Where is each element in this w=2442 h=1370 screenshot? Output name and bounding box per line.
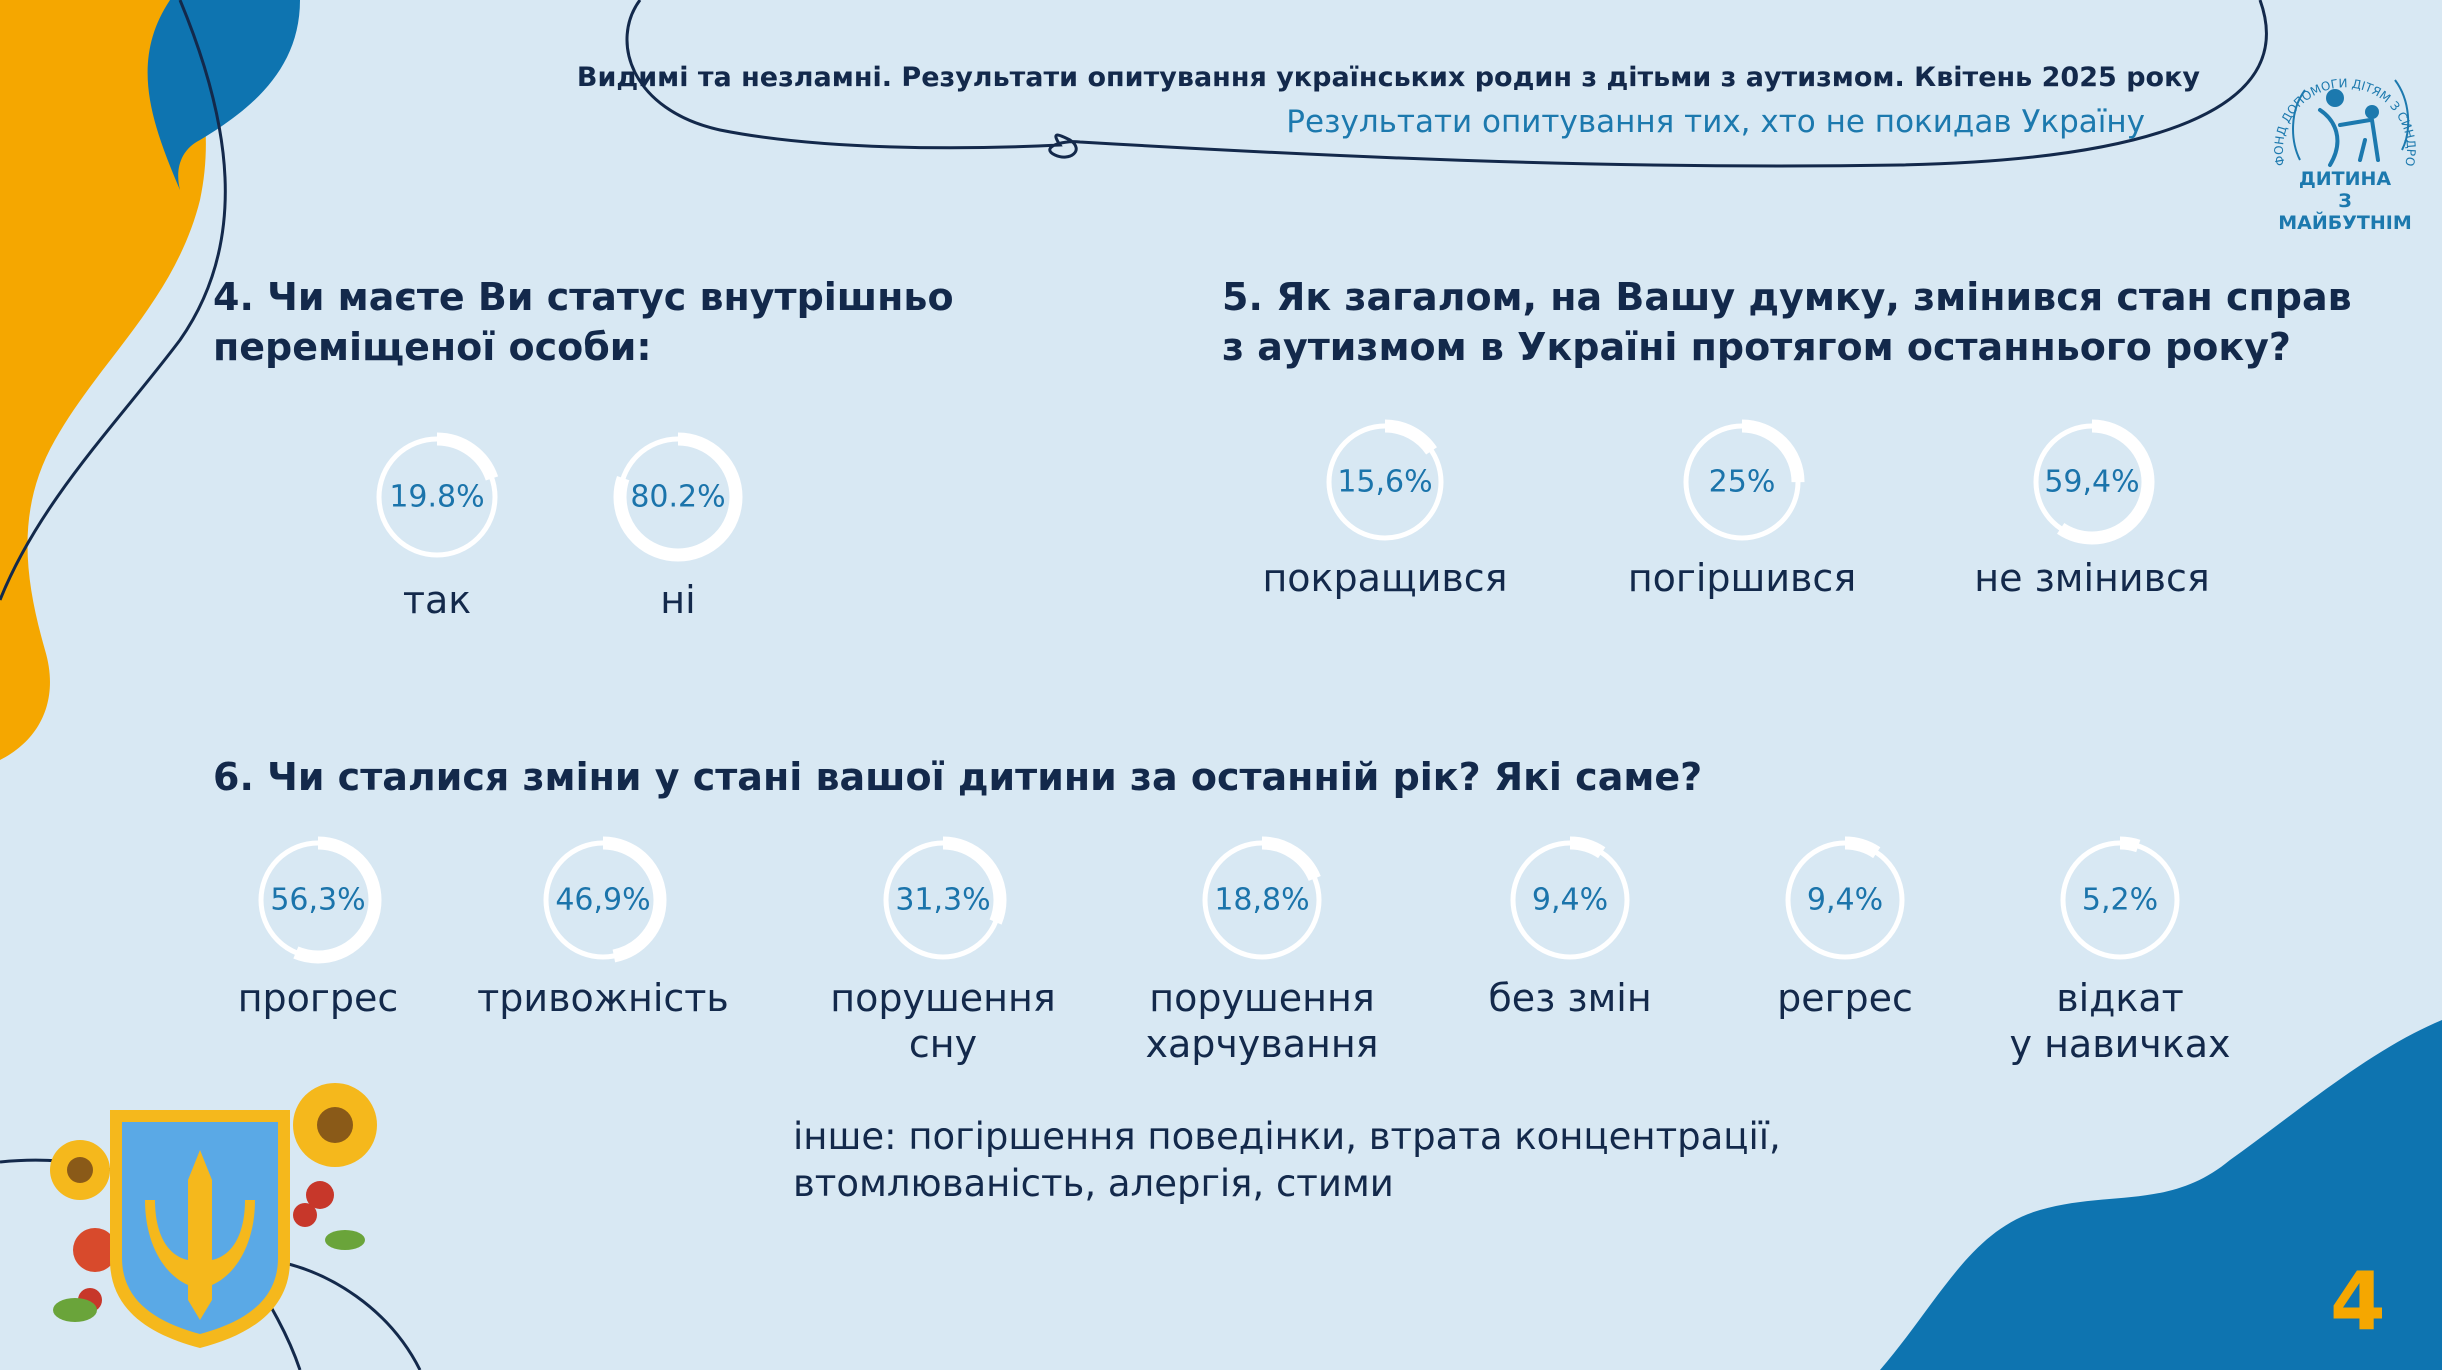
ring-value-2-0: 56,3% (270, 882, 366, 918)
ring-label-1-1: погіршився (1627, 556, 1857, 600)
logo-icon (2292, 79, 2410, 167)
ring-value-1-0: 15,6% (1337, 464, 1433, 500)
report-title: Видимі та незламні. Результати опитуванн… (576, 62, 2200, 93)
other-answers-note: інше: погіршення поведінки, втрата конце… (793, 1115, 1781, 1205)
ring-label-1-2: не змінився (1974, 556, 2210, 600)
ring-label-0-1: ні (660, 578, 696, 622)
ring-value-2-4: 9,4% (1531, 882, 1609, 918)
ring-label-1-0: покращився (1262, 556, 1508, 600)
ring-label-0-0: так (402, 578, 472, 622)
ring-label-2-1: тривожність (477, 976, 729, 1020)
ring-arc-2-3 (1198, 836, 1326, 964)
ring-arc-2-2 (879, 836, 1007, 964)
ring-label-2-0: прогрес (237, 976, 399, 1020)
ring-value-2-5: 9,4% (1806, 882, 1884, 918)
ring-arc-2-0 (254, 836, 382, 964)
ring-value-0-0: 19.8% (389, 479, 485, 515)
ring-arc-2-6 (2056, 836, 2184, 964)
ring-arc-1-1 (1679, 419, 1805, 545)
ring-arc-2-4 (1506, 836, 1634, 964)
ring-value-2-2: 31,3% (895, 882, 991, 918)
ring-arc-1-2 (2029, 419, 2155, 545)
ring-arc-2-5 (1781, 836, 1909, 964)
ring-arc-0-0 (372, 432, 502, 562)
ring-label-2-4: без змін (1488, 976, 1652, 1020)
ring-label-2-3: порушення харчування (1145, 976, 1379, 1066)
ring-label-2-2: порушення сну (830, 976, 1056, 1066)
ring-value-0-1: 80.2% (630, 479, 726, 515)
coat-of-arms-icon (50, 1083, 377, 1348)
ring-value-2-1: 46,9% (555, 882, 651, 918)
ring-label-2-5: регрес (1777, 976, 1913, 1020)
question-5-title: 5. Як загалом, на Вашу думку, змінився с… (1222, 275, 2352, 369)
logo-name-line2: З МАЙБУТНІМ (2278, 190, 2412, 234)
page-number: 4 (2330, 1255, 2386, 1348)
svg-text:ФОНД ДОПОМОГИ ДІТЯМ З СИНДРОМО: ФОНД ДОПОМОГИ ДІТЯМ З СИНДРОМОМ АУТИЗМУ (2265, 45, 2418, 167)
ring-label-2-6: відкат у навичках (2009, 976, 2231, 1066)
logo-arc-text: ФОНД ДОПОМОГИ ДІТЯМ З СИНДРОМОМ АУТИЗМУ (2265, 45, 2418, 167)
question-6-title: 6. Чи сталися зміни у стані вашої дитини… (213, 755, 1703, 799)
question-4-title: 4. Чи маєте Ви статус внутрішньо переміщ… (213, 275, 954, 369)
ring-value-1-1: 25% (1708, 464, 1776, 500)
ring-arc-0-1 (613, 432, 743, 562)
ring-value-2-6: 5,2% (2081, 882, 2159, 918)
ring-arc-1-0 (1322, 419, 1448, 545)
ring-value-1-2: 59,4% (2044, 464, 2140, 500)
ring-value-2-3: 18,8% (1214, 882, 1310, 918)
logo-name-line1: ДИТИНА (2298, 168, 2392, 190)
report-subtitle: Результати опитування тих, хто не покида… (1286, 104, 2145, 140)
ring-arc-2-1 (539, 836, 667, 964)
